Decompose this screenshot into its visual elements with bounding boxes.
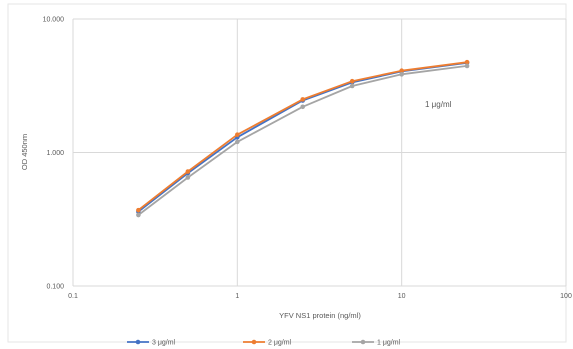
x-tick-label: 1 (235, 293, 239, 300)
series-line (137, 61, 468, 211)
data-point (300, 97, 306, 102)
data-point (349, 78, 355, 84)
chart-frame (7, 3, 567, 343)
legend-item: 1 μg/ml (352, 340, 401, 347)
legend-label: 3 μg/ml (152, 340, 176, 347)
data-point (349, 83, 355, 89)
series-layer (136, 59, 470, 218)
data-point (399, 72, 404, 77)
y-tick-label: 0.100 (46, 284, 64, 291)
legend-item: 2 μg/ml (243, 340, 292, 347)
series-line (137, 65, 468, 216)
tick-labels: 0.1 1 10 100 0.100 1.000 10.000 (43, 17, 572, 301)
y-tick-label: 10.000 (43, 17, 65, 24)
data-point (235, 132, 240, 137)
data-point (300, 104, 306, 110)
y-tick-label: 1.000 (46, 150, 64, 157)
data-point (464, 63, 470, 69)
data-point (185, 175, 191, 180)
series (136, 63, 470, 218)
legend-marker (135, 339, 141, 345)
legend-marker (251, 339, 257, 345)
data-point (235, 139, 240, 145)
legend: 3 μg/ml 2 μg/ml 1 μg/ml (127, 340, 401, 347)
data-point (136, 212, 141, 218)
series-line (137, 61, 468, 213)
x-tick-label: 10 (398, 293, 406, 300)
y-axis-title: OD 450nm (20, 134, 29, 170)
series (136, 59, 470, 213)
legend-marker (360, 339, 366, 345)
x-tick-label: 100 (560, 293, 572, 300)
data-point (136, 207, 141, 213)
legend-item: 3 μg/ml (127, 340, 176, 347)
legend-label: 2 μg/ml (268, 340, 292, 347)
series (136, 60, 470, 215)
x-axis-title: YFV NS1 protein (ng/ml) (279, 311, 361, 320)
data-point (464, 59, 470, 65)
legend-label: 1 μg/ml (377, 340, 401, 347)
data-point (399, 68, 404, 73)
grid-layer (72, 18, 567, 287)
data-point (185, 169, 191, 174)
annotation-label: 1 μg/ml (425, 100, 452, 109)
x-tick-label: 0.1 (68, 293, 78, 300)
